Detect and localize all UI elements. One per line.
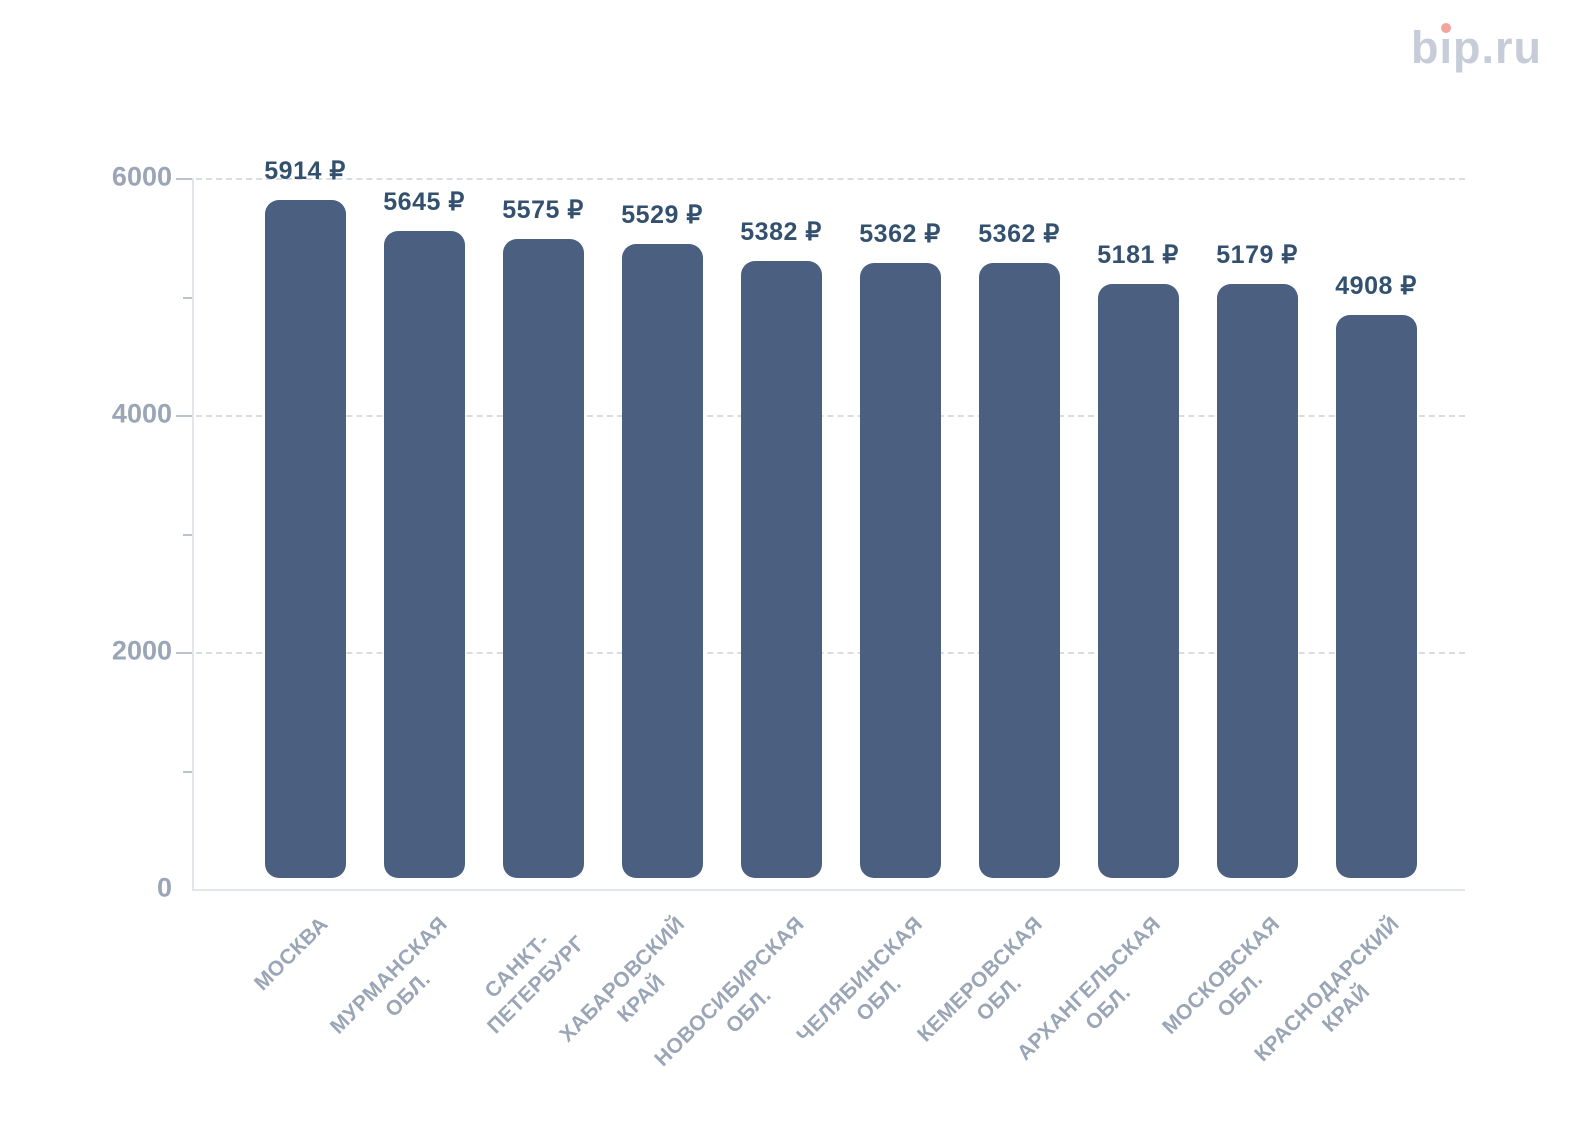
gridline [196,178,1465,180]
logo-suffix: p.ru [1453,22,1542,73]
bar-value-label: 5181 ₽ [1097,241,1179,270]
bar-value-label: 5914 ₽ [264,157,346,185]
y-tick-major [176,178,192,180]
y-tick-minor [183,770,192,773]
x-tick-label: МУРМАНСКАЯ ОБЛ. [325,912,452,1039]
gridline [196,415,1465,417]
y-tick-label: 0 [156,872,172,903]
y-tick-label: 4000 [111,398,172,429]
bar-value-label: 5382 ₽ [740,218,822,246]
bar [1097,284,1179,878]
gridline [196,652,1465,654]
y-tick-label: 2000 [111,635,172,666]
bar [1335,315,1417,878]
logo-i-glyph: ı [1439,22,1453,73]
brand-logo: bı p.ru [1411,22,1542,74]
bar-value-label: 5529 ₽ [621,201,703,230]
bar-value-label: 5575 ₽ [502,195,584,224]
bar-value-label: 4908 ₽ [1335,272,1417,301]
bar [1216,284,1298,878]
plot-area: 0 2000 4000 6000 5914 ₽ 5645 ₽ 5575 ₽ 5529 ₽ 53… [112,157,1465,1071]
y-tick-label: 6000 [111,161,172,192]
y-tick-major [176,652,192,654]
bar-value-label: 5362 ₽ [978,220,1060,249]
bar [383,230,465,878]
x-tick-label: МОСКВА [249,912,333,996]
logo-i-dot [1441,23,1452,33]
bar [621,244,703,878]
bar [740,261,822,878]
bar-value-label: 5362 ₽ [859,220,941,249]
bar-value-label: 5645 ₽ [383,187,465,216]
y-tick-major [176,415,192,417]
bar [264,200,346,878]
y-tick-minor [183,533,192,536]
bar [859,263,941,878]
bar [502,238,584,878]
logo-letter-i: ı [1439,22,1453,74]
logo-prefix: b [1410,22,1440,73]
y-tick-minor [183,296,192,299]
bar [978,263,1060,878]
bar-value-label: 5179 ₽ [1216,241,1298,270]
